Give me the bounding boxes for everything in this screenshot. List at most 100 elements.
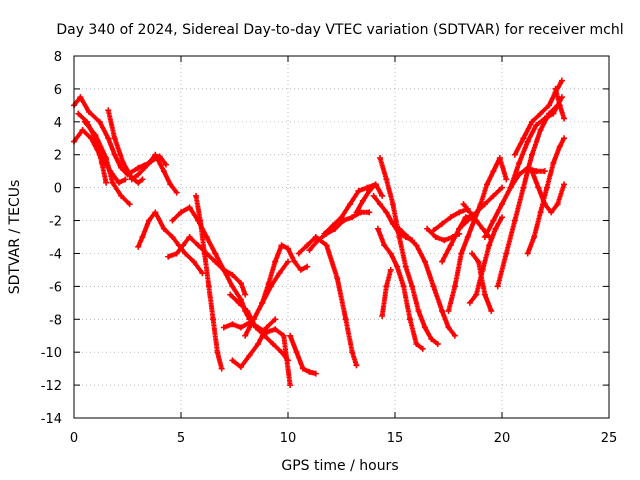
x-tick-label: 20 [494,431,511,446]
data-point [464,217,471,224]
data-point [511,217,518,224]
data-point [424,225,431,232]
data-point [528,118,535,125]
data-point [413,242,420,249]
data-point [466,299,473,306]
data-point [349,214,356,221]
chart-title: Day 340 of 2024, Sidereal Day-to-day VTE… [56,22,623,38]
data-point [434,340,441,347]
series-arc-39 [528,168,568,216]
data-point [186,234,193,240]
data-point [552,85,559,92]
series-arc-19 [321,181,379,237]
data-point [244,308,251,315]
data-point [287,382,294,389]
y-tick-label: -6 [49,280,62,295]
x-tick-label: 15 [387,431,404,446]
data-point [237,363,244,370]
data-point [77,94,84,101]
data-point [246,352,253,359]
data-point [439,258,446,265]
data-point [406,316,413,323]
data-point [541,168,548,175]
series-arc-6 [128,153,170,183]
x-tick-label: 0 [70,431,78,446]
data-point [537,127,544,134]
data-point [197,217,204,224]
data-point [441,237,448,244]
data-point [173,250,180,257]
data-point [499,214,505,221]
data-point [488,308,495,315]
data-point [98,159,105,166]
data-point [528,151,535,158]
data-point [235,299,242,306]
data-point [135,179,142,186]
data-point [115,179,122,186]
data-point [180,242,187,249]
series-arc-25 [396,225,458,339]
data-point [550,159,557,166]
series-arc-29 [445,155,510,315]
data-point [210,316,217,323]
data-point [128,176,135,183]
data-point [165,253,172,260]
data-point [528,168,535,175]
data-point [192,192,199,199]
data-point [445,324,452,331]
data-point [469,250,476,257]
data-point [237,296,244,303]
data-point [156,153,163,160]
data-point [205,283,212,290]
data-point [353,209,360,216]
data-point [541,201,548,208]
data-point [370,192,377,199]
data-point [285,357,291,364]
data-point [96,118,103,125]
x-tick-label: 25 [601,431,618,446]
data-point [432,234,439,240]
data-point [212,258,219,265]
series-arc-33 [469,250,495,315]
data-point [347,201,354,208]
data-point [312,234,319,240]
data-point [118,164,125,171]
data-point [409,283,416,290]
data-point [297,266,304,273]
y-axis-label: SDTVAR / TECUs [7,180,23,295]
data-point [141,164,148,171]
data-point [389,201,396,208]
series-arc-23 [377,155,441,347]
data-point [451,283,458,290]
data-point [447,214,454,221]
y-tick-label: -2 [49,215,62,230]
data-point [503,176,510,183]
data-point [152,209,159,216]
data-point [229,283,236,290]
data-point [173,189,180,196]
data-point [304,263,311,270]
data-point [148,158,155,165]
data-point [372,181,379,188]
data-point [475,258,482,265]
data-point [338,214,345,221]
data-point [537,110,544,117]
data-point [304,242,311,249]
data-point [383,176,390,183]
data-point [169,234,176,240]
data-point [543,184,550,191]
data-point [212,250,219,257]
x-axis-label: GPS time / hours [281,458,398,474]
data-point [556,102,563,109]
data-point [387,266,394,273]
data-point [312,370,319,377]
data-point [109,179,116,186]
data-point [533,122,540,129]
data-point [546,102,553,109]
data-point [120,159,127,166]
data-point [167,181,174,188]
data-point [439,220,446,227]
data-point [451,332,458,339]
data-point [558,94,565,101]
data-point [278,349,285,356]
